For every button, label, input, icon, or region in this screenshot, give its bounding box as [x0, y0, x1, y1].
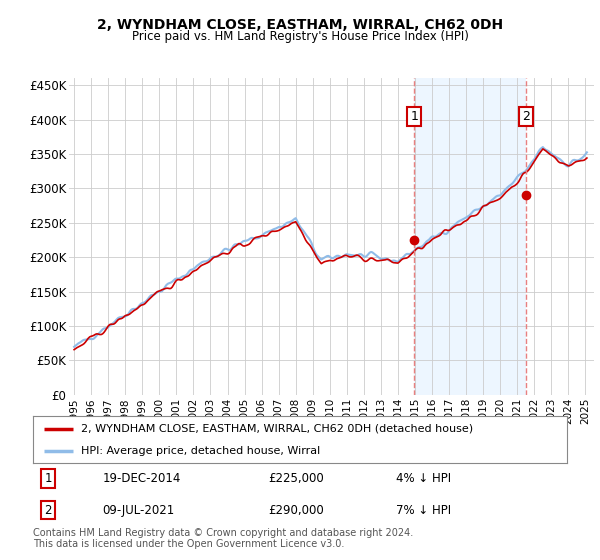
Text: 1: 1 [410, 110, 418, 123]
Text: 4% ↓ HPI: 4% ↓ HPI [396, 472, 451, 486]
Text: Price paid vs. HM Land Registry's House Price Index (HPI): Price paid vs. HM Land Registry's House … [131, 30, 469, 43]
Text: £225,000: £225,000 [268, 472, 324, 486]
Text: £290,000: £290,000 [268, 503, 324, 516]
Text: HPI: Average price, detached house, Wirral: HPI: Average price, detached house, Wirr… [81, 446, 320, 456]
Text: 2, WYNDHAM CLOSE, EASTHAM, WIRRAL, CH62 0DH (detached house): 2, WYNDHAM CLOSE, EASTHAM, WIRRAL, CH62 … [81, 424, 473, 434]
Text: 1: 1 [44, 472, 52, 486]
Text: 2: 2 [44, 503, 52, 516]
Text: 2: 2 [522, 110, 530, 123]
Text: 19-DEC-2014: 19-DEC-2014 [103, 472, 181, 486]
Bar [415, 78, 526, 395]
Text: 09-JUL-2021: 09-JUL-2021 [103, 503, 175, 516]
Text: Contains HM Land Registry data © Crown copyright and database right 2024.
This d: Contains HM Land Registry data © Crown c… [33, 528, 413, 549]
Text: 2, WYNDHAM CLOSE, EASTHAM, WIRRAL, CH62 0DH: 2, WYNDHAM CLOSE, EASTHAM, WIRRAL, CH62 … [97, 18, 503, 32]
Text: 7% ↓ HPI: 7% ↓ HPI [396, 503, 451, 516]
